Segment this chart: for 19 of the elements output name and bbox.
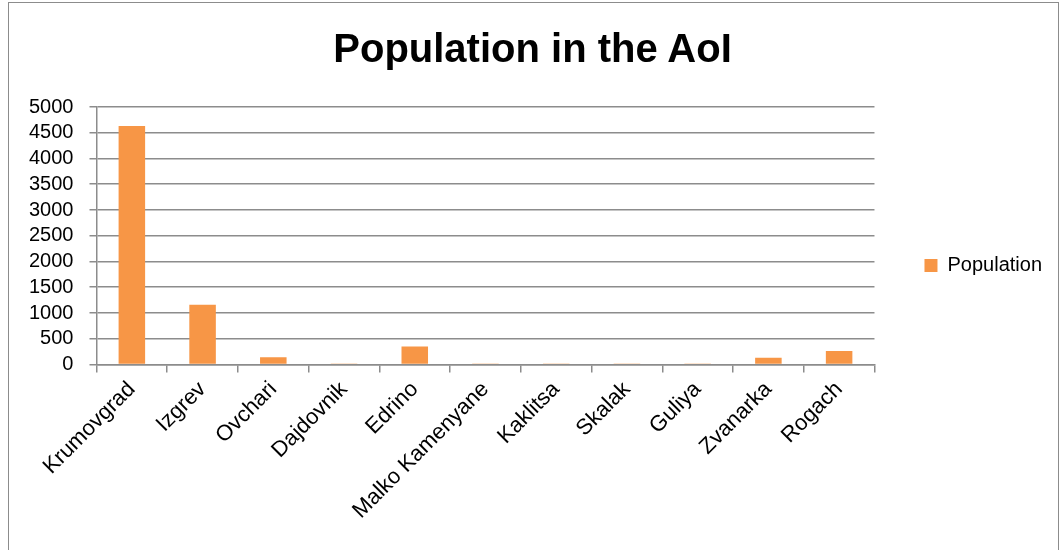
y-tick-label: 2000 — [28, 249, 74, 272]
bar — [401, 346, 429, 364]
legend-label: Population — [947, 253, 1043, 276]
bar — [260, 357, 287, 364]
y-tick-label: 2500 — [28, 223, 74, 246]
y-tick-label: 5000 — [28, 94, 74, 117]
y-tick-label: 1000 — [28, 300, 74, 323]
y-tick-label: 0 — [62, 352, 74, 375]
y-tick-label: 3500 — [28, 171, 74, 194]
y-tick-label: 1500 — [28, 274, 74, 297]
bar — [825, 351, 853, 364]
y-tick-label: 4000 — [28, 146, 74, 169]
y-tick-label: 500 — [40, 326, 74, 349]
y-tick-label: 4500 — [28, 120, 74, 143]
bar — [118, 126, 146, 364]
y-tick-label: 3000 — [28, 197, 74, 220]
bar — [189, 304, 216, 364]
bar — [755, 357, 782, 364]
chart-title: Population in the AoI — [333, 26, 732, 71]
